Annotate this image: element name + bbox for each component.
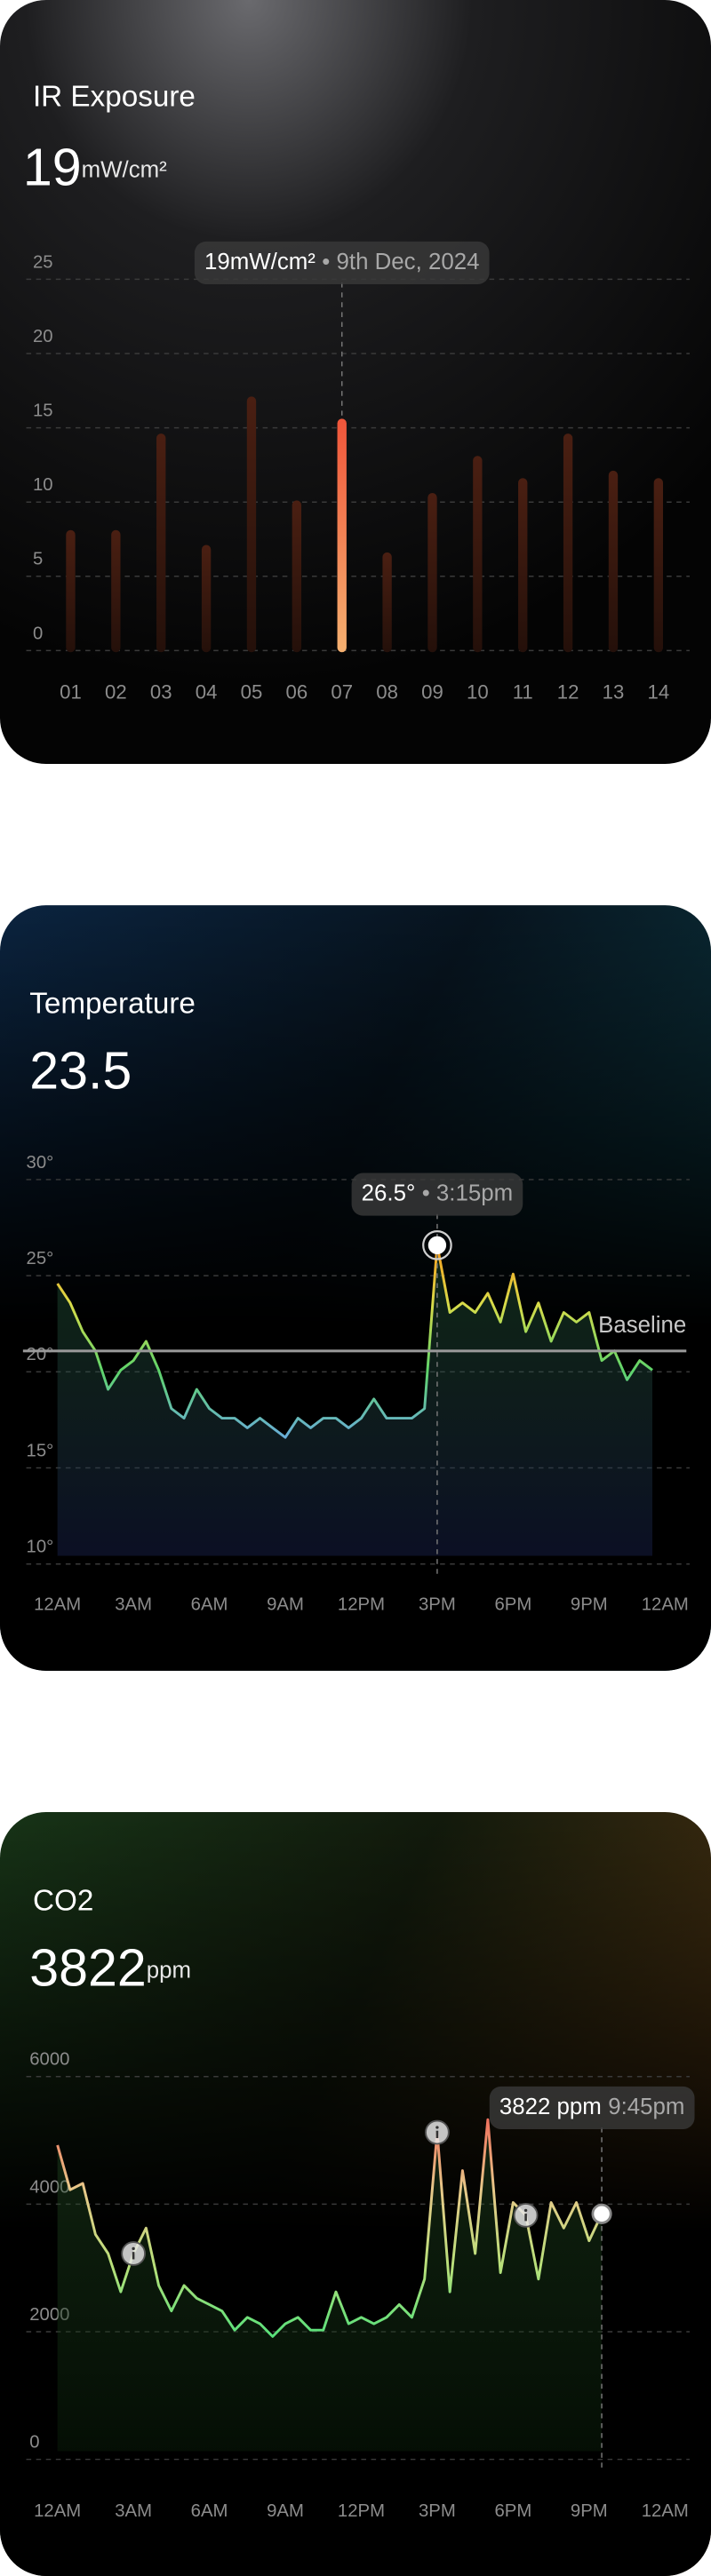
- x-tick-label: 6AM: [191, 2501, 228, 2521]
- tooltip-value: 19mW/cm²: [204, 250, 316, 274]
- y-tick-label: 25°: [27, 1249, 54, 1268]
- x-tick-label: 3AM: [115, 1594, 152, 1614]
- card-shade: [0, 1811, 711, 2576]
- x-tick-label: 08: [376, 680, 398, 703]
- y-tick-label: 10°: [27, 1538, 54, 1557]
- x-tick-label: 09: [421, 680, 443, 703]
- bar: [427, 492, 437, 653]
- x-tick-label: 3PM: [419, 1594, 456, 1614]
- info-dot: [523, 2208, 528, 2213]
- x-tick-label: 02: [105, 680, 127, 703]
- area: [57, 2119, 603, 2452]
- x-tick-label: 03: [150, 680, 172, 703]
- y-tick-label: 15: [33, 401, 53, 420]
- x-tick-label: 9AM: [267, 1594, 304, 1614]
- x-tick-label: 12PM: [338, 2501, 385, 2521]
- x-tick-label: 04: [196, 680, 218, 703]
- tooltip-detail: 9:45pm: [608, 2095, 684, 2119]
- line: [56, 2118, 603, 2338]
- x-tick-label: 9PM: [571, 2501, 608, 2521]
- y-tick-label: 30°: [27, 1153, 54, 1173]
- card-bg: [0, 0, 711, 765]
- baseline-label: Baseline: [598, 1313, 686, 1338]
- x-tick-label: 11: [513, 680, 533, 703]
- x-tick-label: 14: [648, 680, 670, 703]
- value-number: 23.5: [29, 1040, 132, 1100]
- x-tick-label: 06: [286, 680, 308, 703]
- bar: [111, 529, 121, 653]
- x-tick-label: 3AM: [115, 2501, 152, 2521]
- x-tick-label: 10: [467, 680, 489, 703]
- highlight-ring: [422, 1229, 452, 1260]
- bar: [518, 478, 528, 653]
- x-tick-label: 07: [331, 680, 353, 703]
- tooltip-bg: [489, 2086, 695, 2129]
- tooltip-value: 3822 ppm: [499, 2095, 602, 2119]
- x-tick-label: 9AM: [267, 2501, 304, 2521]
- y-tick-label: 25: [33, 252, 53, 272]
- bar: [156, 433, 166, 653]
- y-tick-label: 0: [33, 624, 43, 643]
- x-tick-label: 12: [557, 680, 579, 703]
- tooltip-bg: [351, 1173, 523, 1216]
- card-ir: [0, 0, 711, 765]
- value-number: 3822: [29, 1937, 147, 1997]
- y-tick-label: 10: [33, 475, 53, 495]
- y-tick-label: 5: [33, 550, 43, 569]
- x-tick-label: 12AM: [34, 2501, 81, 2521]
- x-tick-label: 6AM: [191, 1594, 228, 1614]
- value-number: 19: [23, 137, 82, 196]
- bar: [608, 470, 619, 653]
- x-tick-label: 05: [241, 680, 263, 703]
- highlight-point: [427, 1236, 447, 1254]
- card-title: CO2: [33, 1884, 93, 1917]
- card-title: Temperature: [29, 988, 196, 1021]
- bar: [653, 478, 664, 653]
- value-unit: ppm: [147, 1958, 191, 1983]
- tooltip-detail: • 3:15pm: [422, 1181, 513, 1205]
- info-dot: [435, 2126, 439, 2129]
- tooltip-value: 26.5°: [362, 1181, 416, 1205]
- x-tick-label: 12AM: [642, 2501, 689, 2521]
- x-tick-label: 6PM: [494, 2501, 531, 2521]
- y-tick-label: 0: [29, 2433, 39, 2453]
- y-tick-label: 6000: [29, 2050, 69, 2070]
- x-tick-label: 13: [603, 680, 625, 703]
- info-dot: [132, 2246, 135, 2251]
- bar: [66, 529, 76, 653]
- area: [57, 1244, 653, 1556]
- current-value: 19mW/cm²: [23, 137, 167, 196]
- line: [56, 1244, 653, 1439]
- tooltip-bg: [194, 241, 490, 284]
- y-tick-label: 20: [33, 327, 53, 346]
- bar: [563, 433, 573, 653]
- card-title: IR Exposure: [33, 81, 196, 114]
- x-tick-label: 6PM: [494, 1594, 531, 1614]
- x-tick-label: 12PM: [338, 1594, 385, 1614]
- bar-highlight: [337, 418, 347, 653]
- bar: [382, 552, 392, 653]
- x-tick-label: 01: [60, 680, 82, 703]
- y-tick-label: 20°: [27, 1345, 54, 1364]
- card-co2: [0, 1811, 711, 2576]
- tooltip: 19mW/cm² • 9th Dec, 2024: [204, 250, 479, 274]
- x-tick-label: 9PM: [571, 1594, 608, 1614]
- value-unit: mW/cm²: [82, 157, 168, 182]
- y-tick-label: 15°: [27, 1441, 54, 1460]
- highlight-point: [591, 2203, 612, 2224]
- tooltip: 26.5° • 3:15pm: [362, 1181, 513, 1205]
- tooltip-detail: • 9th Dec, 2024: [322, 250, 479, 274]
- tooltip: 3822 ppm 9:45pm: [499, 2095, 685, 2119]
- bar: [201, 545, 212, 653]
- x-tick-label: 3PM: [419, 2501, 456, 2521]
- x-tick-label: 12AM: [642, 1594, 689, 1614]
- bar: [292, 500, 302, 653]
- bar: [473, 456, 483, 653]
- x-tick-label: 12AM: [34, 1594, 81, 1614]
- current-value: 23.5: [29, 1040, 132, 1100]
- current-value: 3822ppm: [29, 1937, 191, 1997]
- bar: [246, 396, 257, 653]
